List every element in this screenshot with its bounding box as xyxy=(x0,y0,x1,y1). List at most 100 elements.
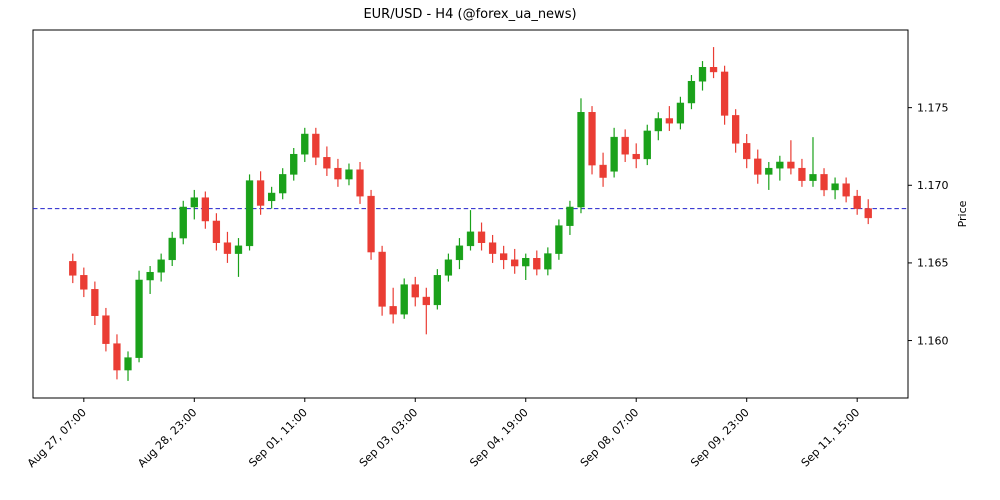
candle xyxy=(577,98,585,214)
candle-body xyxy=(179,206,187,239)
candle xyxy=(588,106,596,175)
candle xyxy=(389,287,397,324)
candle-body xyxy=(223,242,232,254)
candle-body xyxy=(798,167,806,181)
candle-body xyxy=(732,115,740,144)
candle-body xyxy=(599,164,607,178)
candle xyxy=(234,238,243,277)
candle-body xyxy=(787,161,795,169)
candle xyxy=(367,189,375,260)
candle-body xyxy=(687,80,696,104)
candle xyxy=(610,127,618,178)
candle-body xyxy=(654,118,662,132)
candle-body xyxy=(290,153,298,175)
y-axis-label: Price xyxy=(956,200,969,227)
candle xyxy=(290,148,298,181)
candle-body xyxy=(190,197,198,208)
candle xyxy=(190,189,198,220)
y-axis-ticks: 1.160 1.165 1.170 1.175 xyxy=(908,101,949,347)
x-tick-label: Sep 08, 07:00 xyxy=(578,406,642,470)
candle xyxy=(102,307,110,352)
candle-body xyxy=(157,259,165,273)
candle-body xyxy=(864,208,872,219)
candle xyxy=(411,276,419,307)
candle-body xyxy=(809,174,817,181)
candle xyxy=(124,351,132,381)
candle-body xyxy=(621,136,629,155)
x-tick-label: Aug 27, 07:00 xyxy=(25,406,89,470)
x-axis-ticks: Aug 27, 07:00 Aug 28, 23:00 Sep 01, 11:00 S… xyxy=(25,398,862,470)
candle xyxy=(743,134,751,169)
candle-body xyxy=(842,183,850,197)
candle-body xyxy=(455,245,464,261)
candle xyxy=(113,334,121,380)
candle xyxy=(499,245,508,270)
candle xyxy=(400,278,408,319)
candle-body xyxy=(135,279,143,358)
y-tick-label: 1.165 xyxy=(917,257,949,270)
candle xyxy=(776,155,784,181)
candle-body xyxy=(301,133,309,155)
candle xyxy=(765,161,773,190)
candle xyxy=(842,177,850,203)
plot-area-border xyxy=(32,29,909,399)
candle xyxy=(80,267,88,298)
candle xyxy=(643,124,651,166)
candle xyxy=(809,137,817,187)
candles-group xyxy=(69,47,872,381)
candle xyxy=(831,177,839,200)
candle-body xyxy=(776,161,784,169)
candle-body xyxy=(853,195,861,209)
candle-body xyxy=(831,183,839,191)
candle xyxy=(798,158,806,187)
chart-title: EUR/USD - H4 (@forex_ua_news) xyxy=(363,7,576,22)
candle xyxy=(599,152,607,187)
candle-body xyxy=(709,67,718,73)
candle xyxy=(720,65,729,125)
candle-body xyxy=(477,231,486,243)
candle-body xyxy=(588,112,596,166)
candle xyxy=(422,287,430,335)
x-tick-label: Sep 09, 23:00 xyxy=(688,406,752,470)
candle xyxy=(698,61,707,91)
x-tick-label: Sep 11, 15:00 xyxy=(799,406,863,470)
candle-body xyxy=(256,180,265,206)
candle xyxy=(477,222,486,251)
candle xyxy=(787,140,795,175)
y-tick-label: 1.160 xyxy=(917,334,949,347)
candle xyxy=(533,250,541,276)
candle-body xyxy=(245,180,254,247)
candle-body xyxy=(610,136,618,172)
candle-body xyxy=(201,197,209,222)
candle-body xyxy=(334,167,342,180)
candle xyxy=(91,281,99,326)
candle xyxy=(511,248,519,274)
candle xyxy=(665,106,674,131)
candle xyxy=(555,219,563,260)
candle xyxy=(256,171,265,215)
candle xyxy=(709,47,718,79)
candle xyxy=(754,149,762,184)
candle xyxy=(146,266,154,294)
candle xyxy=(621,129,629,162)
candle xyxy=(356,161,364,204)
candle xyxy=(301,127,309,162)
candle-body xyxy=(665,118,674,124)
candle-body xyxy=(544,253,552,270)
candle xyxy=(334,158,342,187)
x-tick-label: Sep 01, 11:00 xyxy=(246,406,310,470)
candle-body xyxy=(267,192,276,202)
candle xyxy=(179,200,187,245)
candle-body xyxy=(422,296,430,306)
candle xyxy=(323,146,331,176)
candle-body xyxy=(400,284,408,315)
candle xyxy=(168,231,176,267)
candle-body xyxy=(511,259,519,267)
candle-body xyxy=(312,133,320,158)
candle xyxy=(820,168,828,197)
candle xyxy=(267,186,276,209)
candle-body xyxy=(279,174,287,194)
candle-body xyxy=(720,71,729,116)
candle xyxy=(676,96,685,130)
